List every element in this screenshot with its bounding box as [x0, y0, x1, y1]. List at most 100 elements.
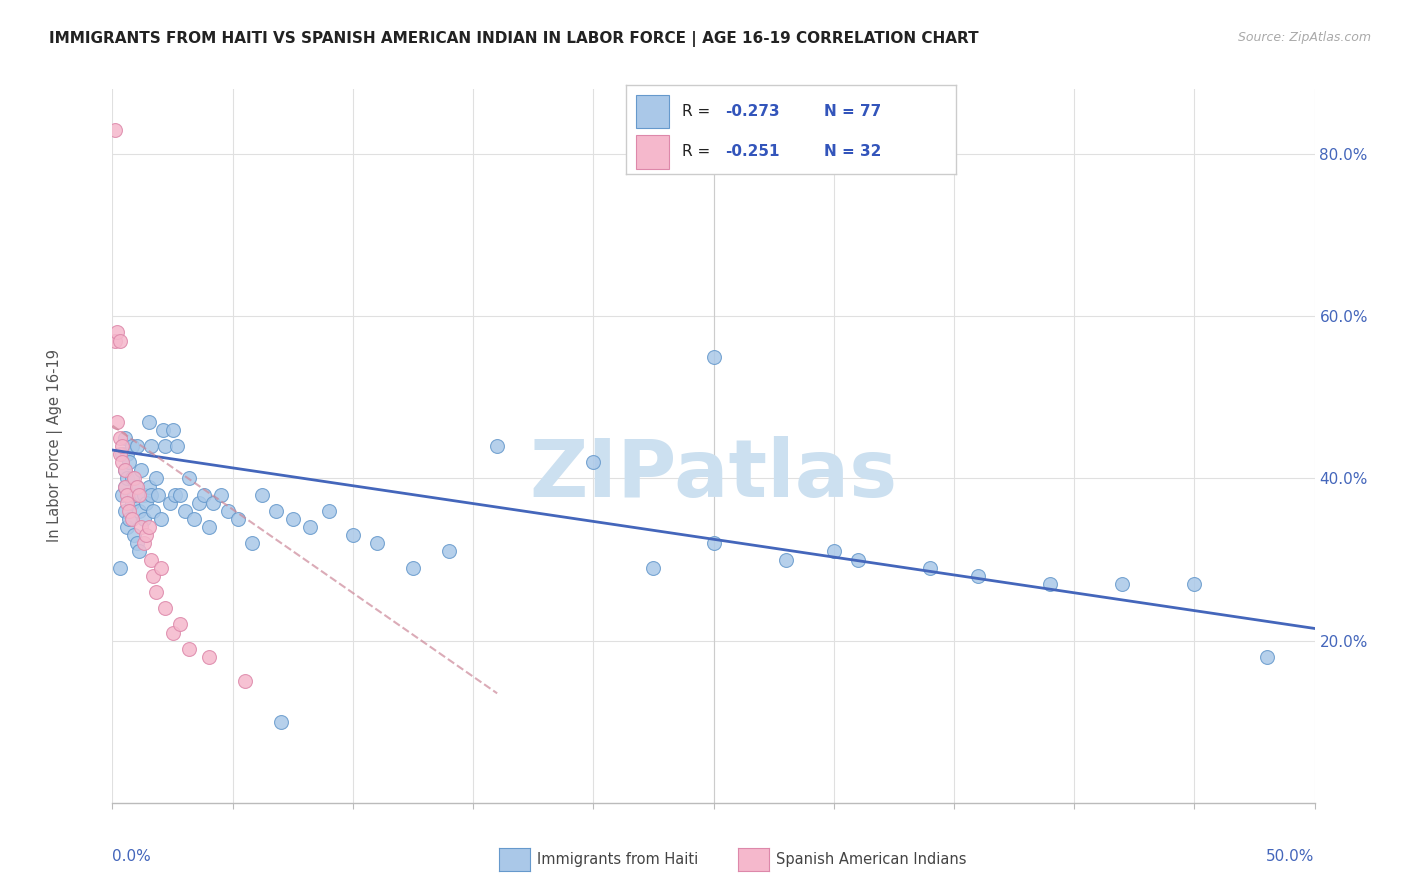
Point: [111, 447, 134, 461]
Text: Immigrants from Haiti: Immigrants from Haiti: [537, 853, 699, 867]
Point: [132, 488, 155, 502]
Text: N = 32: N = 32: [824, 145, 882, 159]
Point: [105, 326, 128, 340]
Point: [1256, 649, 1278, 664]
Point: [128, 544, 150, 558]
Text: 50.0%: 50.0%: [1267, 849, 1315, 864]
Point: [132, 536, 155, 550]
Point: [132, 512, 155, 526]
Point: [155, 601, 177, 615]
Point: [121, 439, 143, 453]
Text: N = 77: N = 77: [824, 104, 882, 119]
Point: [162, 625, 184, 640]
Point: [846, 552, 869, 566]
Point: [128, 504, 150, 518]
Point: [114, 463, 136, 477]
Point: [138, 520, 160, 534]
Text: IMMIGRANTS FROM HAITI VS SPANISH AMERICAN INDIAN IN LABOR FORCE | AGE 16-19 CORR: IMMIGRANTS FROM HAITI VS SPANISH AMERICA…: [49, 31, 979, 47]
Text: 0.0%: 0.0%: [112, 849, 152, 864]
Point: [209, 488, 232, 502]
Point: [139, 488, 162, 502]
Point: [114, 479, 136, 493]
Point: [115, 496, 138, 510]
Point: [298, 520, 321, 534]
Point: [104, 122, 127, 136]
Point: [149, 512, 172, 526]
Point: [142, 568, 165, 582]
Point: [967, 568, 990, 582]
Point: [202, 496, 225, 510]
Point: [138, 415, 160, 429]
Point: [264, 504, 287, 518]
Point: [179, 471, 201, 485]
Point: [197, 520, 219, 534]
Point: [131, 463, 153, 477]
Point: [486, 439, 509, 453]
Point: [1184, 577, 1206, 591]
Point: [169, 488, 191, 502]
Point: [281, 512, 304, 526]
Point: [250, 488, 273, 502]
Point: [139, 439, 162, 453]
Point: [145, 585, 167, 599]
Text: R =: R =: [682, 145, 716, 159]
Point: [118, 512, 141, 526]
Point: [155, 439, 177, 453]
Point: [166, 439, 188, 453]
Point: [159, 496, 181, 510]
Point: [702, 536, 725, 550]
Point: [104, 334, 127, 348]
Point: [138, 479, 160, 493]
Point: [179, 641, 201, 656]
Point: [135, 528, 157, 542]
Point: [111, 488, 134, 502]
Point: [342, 528, 364, 542]
Point: [108, 560, 131, 574]
Text: R =: R =: [682, 104, 716, 119]
Point: [115, 520, 138, 534]
Point: [111, 455, 134, 469]
Point: [233, 674, 256, 689]
Point: [125, 439, 148, 453]
FancyBboxPatch shape: [636, 95, 669, 128]
Point: [122, 528, 145, 542]
Point: [918, 560, 941, 574]
Point: [105, 415, 128, 429]
Point: [145, 471, 167, 485]
Point: [122, 488, 145, 502]
Point: [823, 544, 845, 558]
Text: -0.273: -0.273: [725, 104, 779, 119]
Point: [162, 423, 184, 437]
Point: [173, 504, 195, 518]
Point: [240, 536, 263, 550]
Point: [270, 714, 292, 729]
Point: [152, 423, 174, 437]
Point: [114, 431, 136, 445]
Point: [115, 471, 138, 485]
Text: -0.251: -0.251: [725, 145, 779, 159]
Point: [108, 334, 131, 348]
Point: [1039, 577, 1062, 591]
Point: [197, 649, 219, 664]
Text: Spanish American Indians: Spanish American Indians: [776, 853, 966, 867]
Point: [118, 504, 141, 518]
Point: [125, 536, 148, 550]
Point: [114, 463, 136, 477]
Point: [131, 488, 153, 502]
Point: [115, 488, 138, 502]
Point: [188, 496, 211, 510]
Point: [115, 447, 138, 461]
Point: [702, 350, 725, 364]
Point: [366, 536, 388, 550]
Point: [149, 560, 172, 574]
Point: [118, 455, 141, 469]
Point: [142, 504, 165, 518]
Point: [135, 496, 157, 510]
Point: [437, 544, 460, 558]
Point: [128, 488, 150, 502]
Point: [121, 512, 143, 526]
Point: [163, 488, 186, 502]
FancyBboxPatch shape: [636, 135, 669, 169]
Point: [131, 520, 153, 534]
Point: [121, 471, 143, 485]
